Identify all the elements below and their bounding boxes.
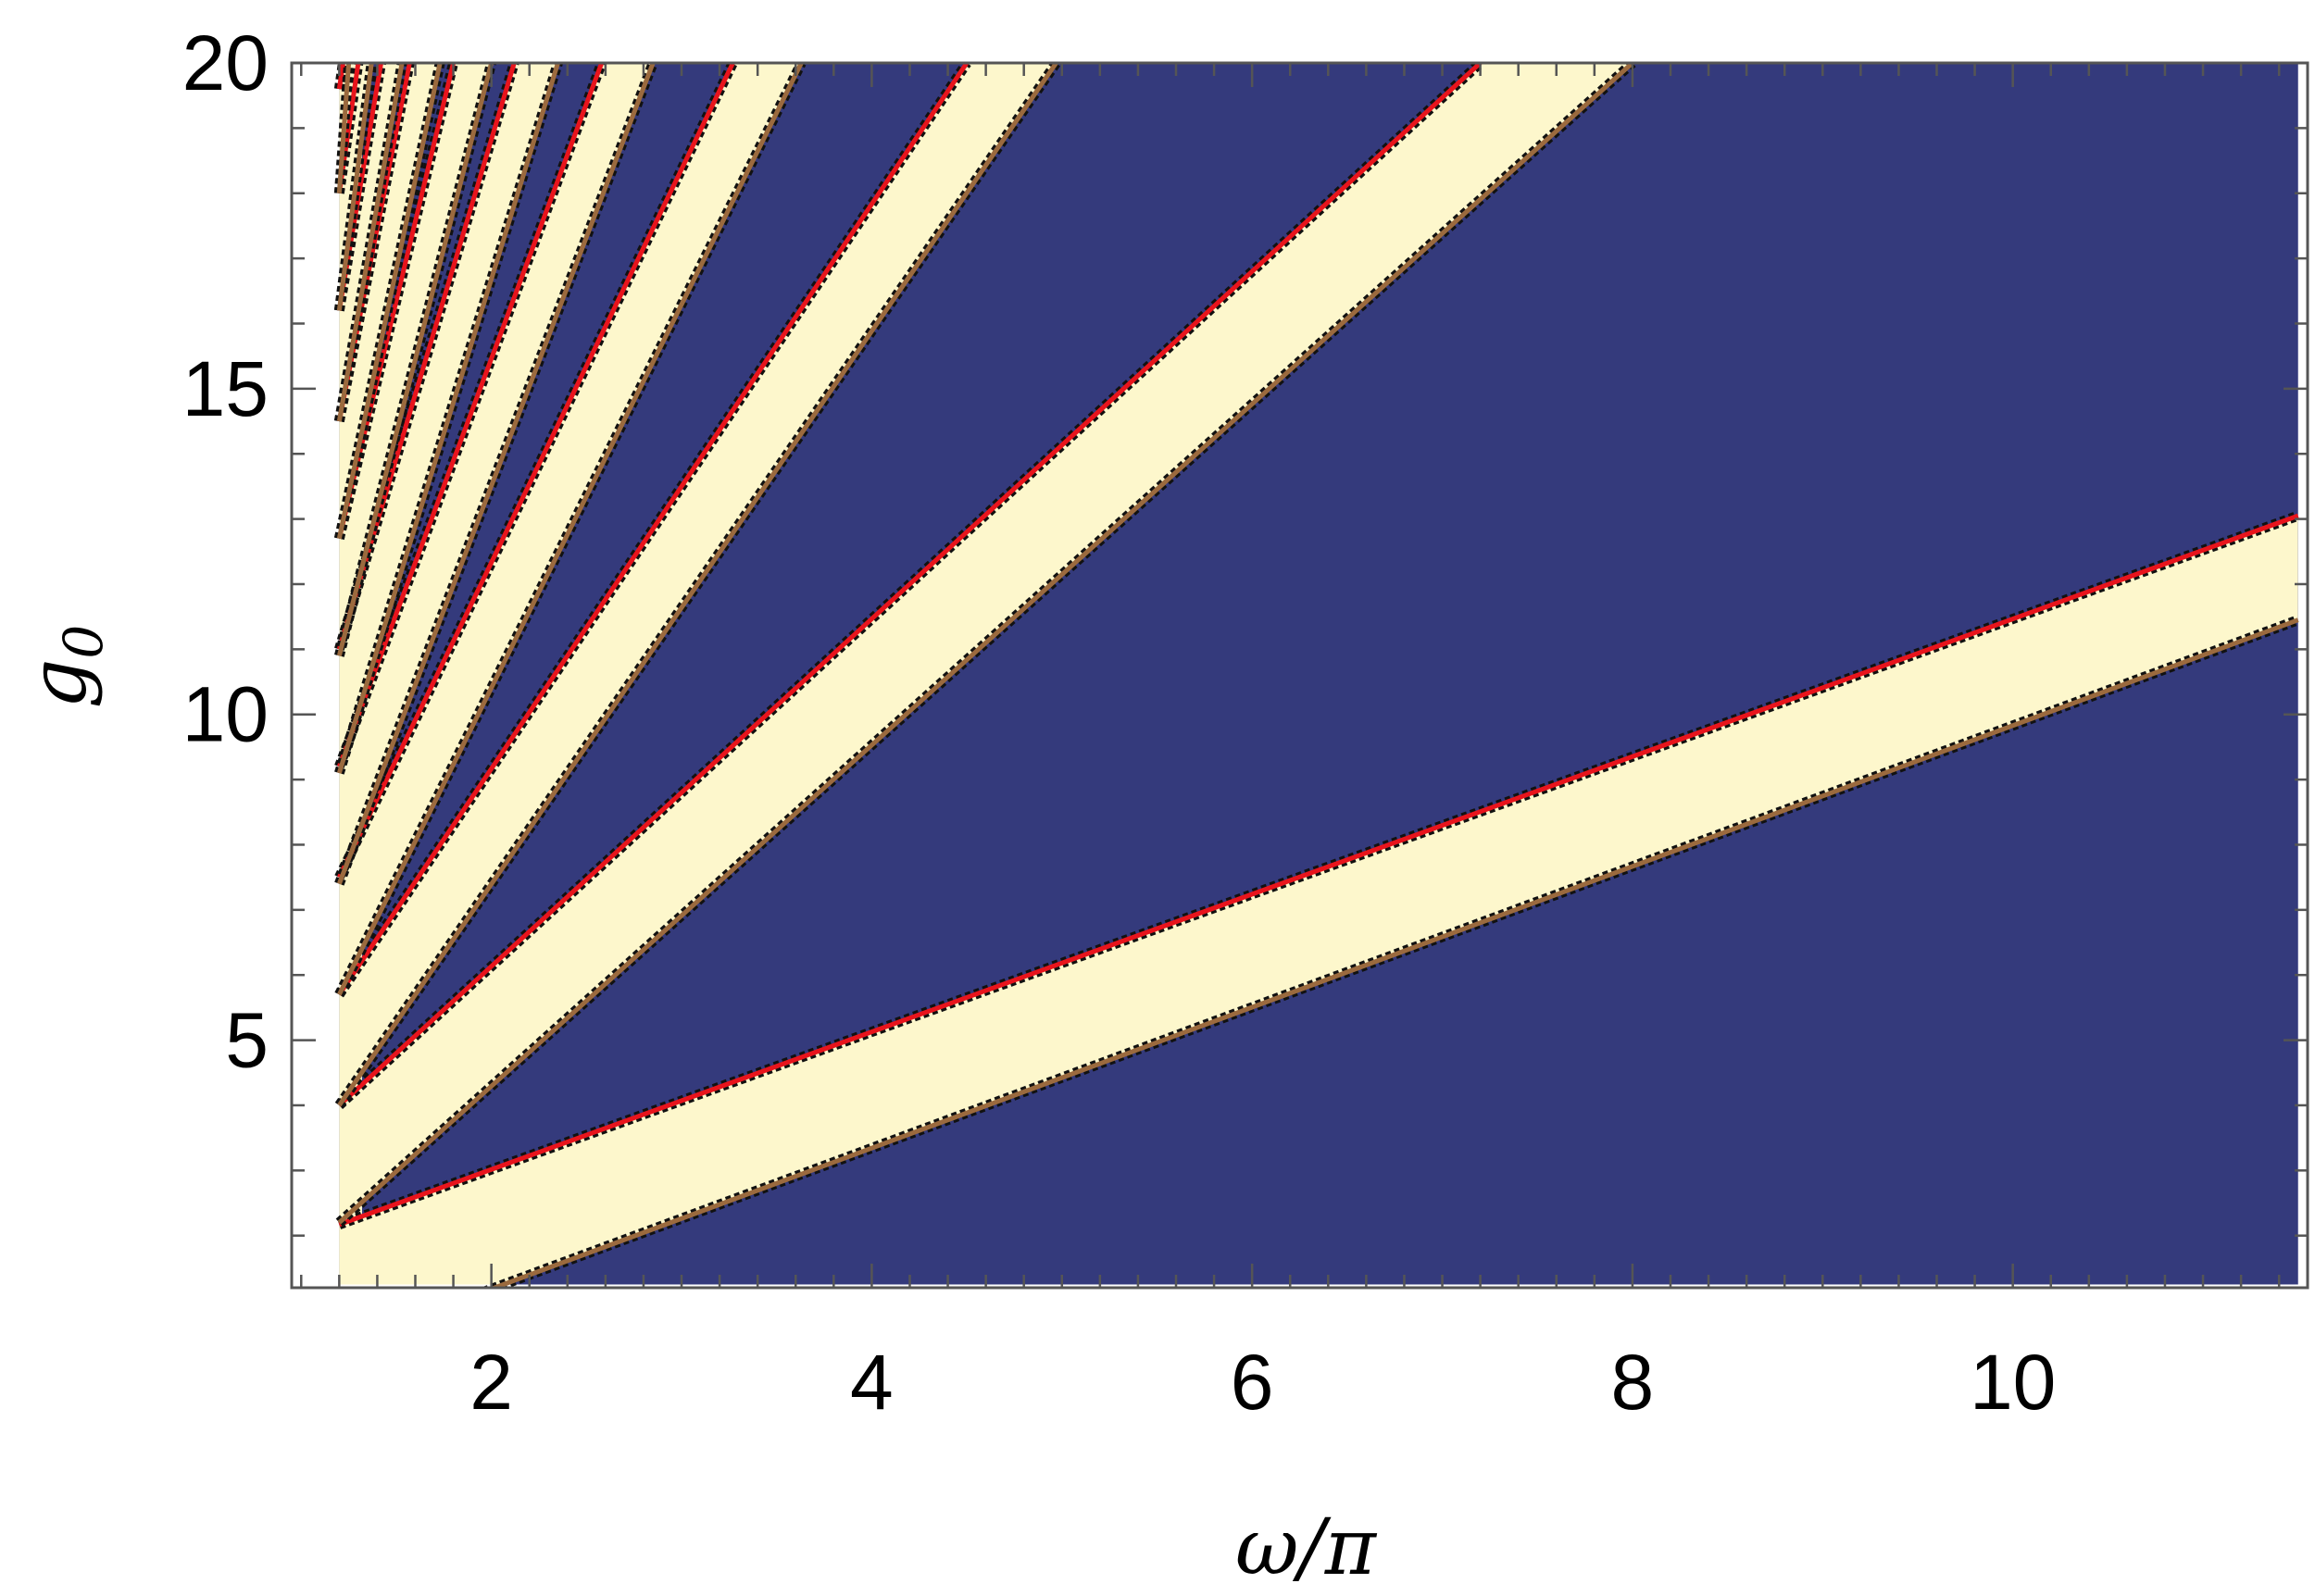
x-tick-label: 6	[1231, 1339, 1274, 1426]
lower-boundary-7	[336, 63, 494, 657]
upper-boundary-5	[337, 63, 605, 767]
lower-boundary-9	[336, 63, 405, 422]
upper-boundary-3	[337, 63, 970, 996]
upper-boundary-2	[337, 63, 1483, 1107]
y-tick-label: 10	[182, 671, 269, 758]
upper-boundary-4	[337, 63, 735, 879]
lower-boundary-4	[337, 63, 804, 996]
y-tick-label: 20	[182, 19, 269, 106]
x-axis-label: ω/π	[1235, 1502, 1378, 1592]
x-tick-label: 2	[469, 1339, 513, 1426]
upper-boundary-1	[338, 513, 2299, 1228]
y-tick-label: 5	[225, 997, 269, 1084]
y-axis-label: g0	[13, 625, 115, 709]
lower-boundary-11	[336, 63, 352, 193]
y-tick-label: 15	[182, 345, 269, 432]
lower-boundary-1	[488, 617, 2299, 1288]
lower-boundary-5	[337, 63, 656, 885]
lower-boundary-6	[336, 63, 560, 774]
x-tick-label: 8	[1611, 1339, 1655, 1426]
y-axis-label-symbol: g	[13, 659, 104, 709]
x-tick-label: 4	[850, 1339, 894, 1426]
plot-frame	[290, 61, 2309, 1290]
lower-boundary-3	[337, 63, 1058, 1107]
lower-boundary-10	[336, 63, 374, 311]
lower-boundary-8	[336, 63, 443, 540]
x-tick-label: 10	[1970, 1339, 2056, 1426]
y-axis-label-subscript: 0	[52, 625, 115, 659]
upper-boundary-6	[336, 63, 517, 651]
stable-band-1	[339, 516, 2298, 1285]
upper-boundary-11	[336, 63, 345, 90]
lower-boundary-2	[337, 63, 1634, 1225]
